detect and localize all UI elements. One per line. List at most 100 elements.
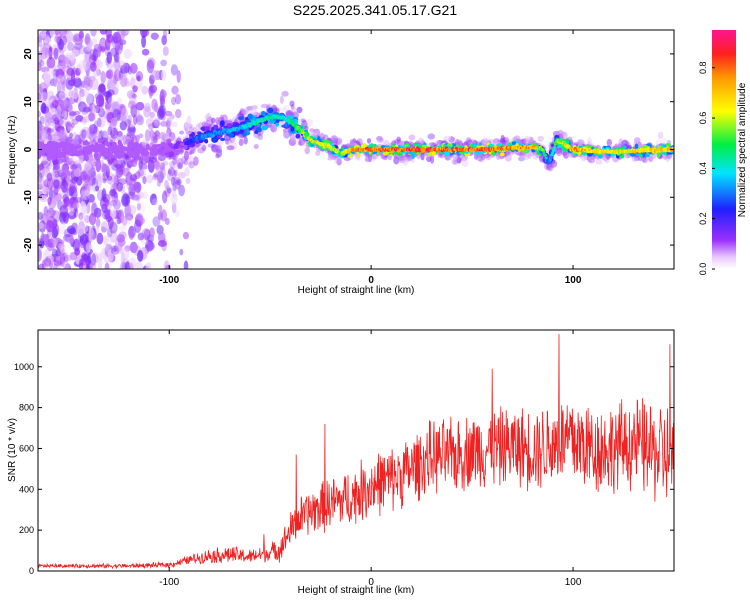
spectrogram-cell: [154, 102, 159, 113]
spectrogram-cell: [59, 245, 65, 259]
spectrogram-cell: [72, 32, 81, 44]
spectrogram-cell: [44, 48, 51, 59]
spectrogram-cell: [116, 234, 125, 243]
spectrogram-cell: [38, 172, 43, 184]
spectrogram-cell: [99, 159, 105, 165]
spectrogram-cell: [81, 252, 87, 262]
spectrogram-cell: [68, 182, 78, 194]
spectrogram-cell: [38, 124, 45, 131]
y-tick-label: 10: [23, 96, 34, 108]
spectrogram-cell: [102, 220, 110, 229]
spectrogram-cell: [80, 129, 88, 138]
spectrogram-cell: [366, 138, 372, 144]
spectrogram-cell: [309, 128, 315, 133]
spectrogram-cell: [109, 188, 116, 197]
spectrogram-cell: [137, 168, 144, 177]
spectrogram-cell: [128, 143, 136, 148]
spectrogram-cell: [82, 106, 91, 113]
spectrogram-cell: [99, 46, 106, 53]
spectrogram-cell: [118, 231, 127, 239]
spectrogram-cell: [210, 117, 216, 124]
spectrogram-cell: [173, 159, 180, 169]
spectrogram-cell: [161, 35, 167, 46]
spectrogram-cell: [72, 77, 82, 88]
spectrogram-cell: [97, 137, 103, 144]
spectrogram-cell: [94, 153, 99, 157]
spectrogram-cell: [80, 200, 87, 215]
spectrogram-cell: [84, 215, 91, 223]
spectrogram-cell: [53, 159, 59, 168]
spectrogram-cell: [394, 139, 401, 145]
spectrogram-cell: [66, 236, 74, 244]
spectrogram-cell: [111, 245, 119, 252]
spectrogram-cell: [171, 121, 178, 128]
spectrogram-cell: [128, 225, 137, 238]
spectrogram-plot-area: [38, 30, 674, 269]
spectrogram-cell: [158, 204, 163, 212]
spectrogram-cell: [284, 122, 288, 128]
spectrogram-cell: [85, 166, 93, 175]
spectrogram-cell: [53, 179, 60, 189]
spectrogram-cell: [220, 120, 225, 126]
spectrogram-cell: [595, 158, 603, 165]
spectrogram-cell: [110, 47, 118, 57]
spectrogram-cell: [148, 85, 155, 96]
spectrogram-cell: [253, 144, 259, 150]
spectrogram-cell: [172, 185, 177, 199]
spectrogram-cell: [183, 144, 188, 150]
colorbar: 0.0 0.2 0.4 0.6 0.8 Normalized spectral ampl…: [698, 30, 748, 275]
spectrogram-cell: [122, 167, 130, 177]
spectrogram-cell: [75, 67, 81, 76]
spectrogram-cell: [98, 114, 106, 128]
spectrogram-cell: [343, 157, 351, 162]
spectrogram-cell: [69, 132, 74, 139]
spectrogram-cell: [172, 158, 178, 165]
spectrogram-cell: [77, 60, 87, 74]
spectrogram-cell: [83, 135, 89, 141]
spectrogram-cell: [520, 138, 527, 144]
spectrogram-cell: [111, 117, 118, 125]
spectrogram-cell: [124, 119, 132, 127]
snr-frame: [37, 329, 675, 572]
spectrogram-cell: [38, 124, 44, 133]
spectrogram-cell: [46, 149, 51, 153]
spectrogram-cell: [95, 217, 101, 228]
spectrogram-cell: [70, 123, 75, 128]
spectrogram-cell: [73, 42, 83, 51]
spectrogram-xlabel: Height of straight line (km): [298, 285, 415, 296]
spectrogram-cell: [161, 114, 166, 121]
spectrogram-cell: [96, 117, 102, 128]
spectrogram-cell: [41, 91, 48, 102]
spectrogram-cell: [164, 180, 169, 189]
spectrogram-cell: [124, 245, 131, 252]
spectrogram-cell: [153, 118, 161, 127]
spectrogram-cell: [70, 89, 79, 100]
spectrogram-cell: [333, 156, 338, 160]
spectrogram-cell: [606, 139, 612, 146]
spectrogram-cell: [63, 196, 70, 208]
spectrogram-cell: [220, 137, 226, 141]
spectrogram-cell: [80, 170, 88, 181]
spectrogram-cell: [102, 177, 107, 184]
spectrogram-cell: [105, 30, 112, 39]
spectrogram-cell: [135, 110, 141, 119]
colorbar-gradient: [712, 30, 736, 269]
spectrogram-cell: [138, 133, 144, 139]
spectrogram-cell: [207, 143, 216, 148]
snr-xlabel: Height of straight line (km): [298, 585, 415, 596]
spectrogram-cell: [38, 89, 45, 103]
colorbar-tick-label: 0.2: [698, 212, 708, 225]
spectrogram-cell: [91, 253, 97, 266]
spectrogram-cell: [174, 108, 182, 119]
spectrogram-cell: [38, 222, 44, 229]
spectrogram-cell: [92, 48, 99, 62]
y-tick-label: 200: [19, 525, 34, 535]
spectrogram-cell: [146, 174, 154, 184]
spectrogram-cell: [66, 136, 74, 144]
spectrogram-cell: [156, 180, 161, 187]
spectrogram-cell: [95, 185, 100, 192]
spectrogram-cell: [117, 154, 123, 159]
spectrogram-cell: [95, 94, 104, 107]
spectrogram-cell: [84, 139, 89, 146]
